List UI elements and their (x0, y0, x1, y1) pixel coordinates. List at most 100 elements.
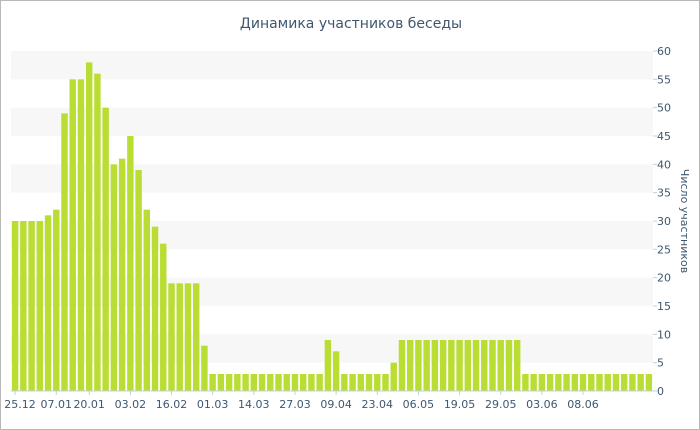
bar[interactable] (497, 340, 504, 391)
bar[interactable] (217, 374, 225, 391)
grid-band (11, 221, 653, 250)
bar[interactable] (637, 374, 644, 391)
bar[interactable] (415, 340, 422, 391)
bar[interactable] (184, 283, 192, 391)
grid-band (11, 51, 653, 80)
x-tick-label: 07.01 (41, 398, 73, 411)
bar[interactable] (398, 340, 406, 391)
y-tick-label: 40 (657, 158, 671, 171)
x-tick-label: 23.04 (362, 398, 394, 411)
bar[interactable] (324, 340, 332, 391)
bar[interactable] (481, 340, 488, 391)
bar[interactable] (308, 374, 315, 391)
bar[interactable] (160, 243, 167, 391)
y-tick-label: 15 (657, 300, 671, 313)
bar[interactable] (612, 374, 620, 391)
bar[interactable] (382, 374, 389, 391)
bar[interactable] (299, 374, 307, 391)
grid-band (11, 107, 653, 136)
x-tick-label: 03.02 (115, 398, 147, 411)
bar[interactable] (61, 113, 68, 391)
bar[interactable] (258, 374, 266, 391)
bar[interactable] (127, 136, 134, 391)
bar[interactable] (629, 374, 636, 391)
bar[interactable] (439, 340, 447, 391)
bar[interactable] (209, 374, 216, 391)
bar[interactable] (513, 340, 521, 391)
bar[interactable] (53, 209, 60, 391)
bar[interactable] (522, 374, 529, 391)
bar[interactable] (110, 164, 118, 391)
bar[interactable] (571, 374, 579, 391)
bar[interactable] (620, 374, 628, 391)
bar[interactable] (365, 374, 373, 391)
x-tick-label: 19.05 (444, 398, 476, 411)
bar[interactable] (168, 283, 175, 391)
bar[interactable] (250, 374, 258, 391)
bar[interactable] (77, 79, 85, 391)
bar[interactable] (596, 374, 603, 391)
bar[interactable] (267, 374, 274, 391)
bar[interactable] (94, 73, 101, 392)
bar[interactable] (69, 79, 76, 391)
y-tick-label: 10 (657, 328, 671, 341)
bar[interactable] (151, 226, 159, 391)
bar[interactable] (20, 221, 27, 391)
bar[interactable] (291, 374, 299, 391)
bar[interactable] (374, 374, 381, 391)
bar[interactable] (588, 374, 595, 391)
bar[interactable] (505, 340, 513, 391)
x-tick-label: 25.12 (4, 398, 36, 411)
bar[interactable] (118, 158, 126, 391)
bar[interactable] (85, 62, 93, 391)
bar[interactable] (176, 283, 183, 391)
bar[interactable] (135, 170, 142, 391)
bar[interactable] (604, 374, 611, 391)
bar[interactable] (472, 340, 480, 391)
bar[interactable] (283, 374, 290, 391)
bar[interactable] (530, 374, 537, 391)
bar[interactable] (563, 374, 570, 391)
bar[interactable] (275, 374, 282, 391)
bar[interactable] (390, 362, 397, 391)
bar[interactable] (11, 221, 19, 391)
bar[interactable] (464, 340, 472, 391)
bar[interactable] (431, 340, 439, 391)
y-tick-label: 55 (657, 73, 671, 86)
bar[interactable] (423, 340, 430, 391)
x-tick-label: 29.05 (485, 398, 517, 411)
grid-band (11, 164, 653, 193)
bar[interactable] (242, 374, 249, 391)
y-tick-label: 0 (657, 385, 664, 398)
bar[interactable] (36, 221, 44, 391)
bar[interactable] (456, 340, 463, 391)
x-tick-label: 08.06 (567, 398, 599, 411)
bar[interactable] (546, 374, 554, 391)
bar[interactable] (538, 374, 546, 391)
bar[interactable] (192, 283, 200, 391)
bar[interactable] (448, 340, 455, 391)
bar[interactable] (349, 374, 356, 391)
bar[interactable] (28, 221, 35, 391)
bar[interactable] (341, 374, 348, 391)
bar[interactable] (143, 209, 151, 391)
bar[interactable] (332, 351, 340, 391)
y-tick-label: 45 (657, 130, 671, 143)
y-tick-label: 20 (657, 272, 671, 285)
bar[interactable] (316, 374, 323, 391)
bar[interactable] (234, 374, 241, 391)
bar[interactable] (406, 340, 414, 391)
bar[interactable] (579, 374, 587, 391)
bar[interactable] (44, 215, 52, 391)
chart-title: Динамика участников беседы (240, 16, 462, 32)
bar[interactable] (102, 107, 109, 392)
y-tick-label: 50 (657, 102, 671, 115)
y-tick-label: 5 (657, 357, 664, 370)
bar[interactable] (645, 374, 653, 391)
bar[interactable] (555, 374, 562, 391)
bar[interactable] (225, 374, 233, 391)
bar[interactable] (357, 374, 365, 391)
bar[interactable] (489, 340, 496, 391)
bar[interactable] (201, 345, 208, 391)
